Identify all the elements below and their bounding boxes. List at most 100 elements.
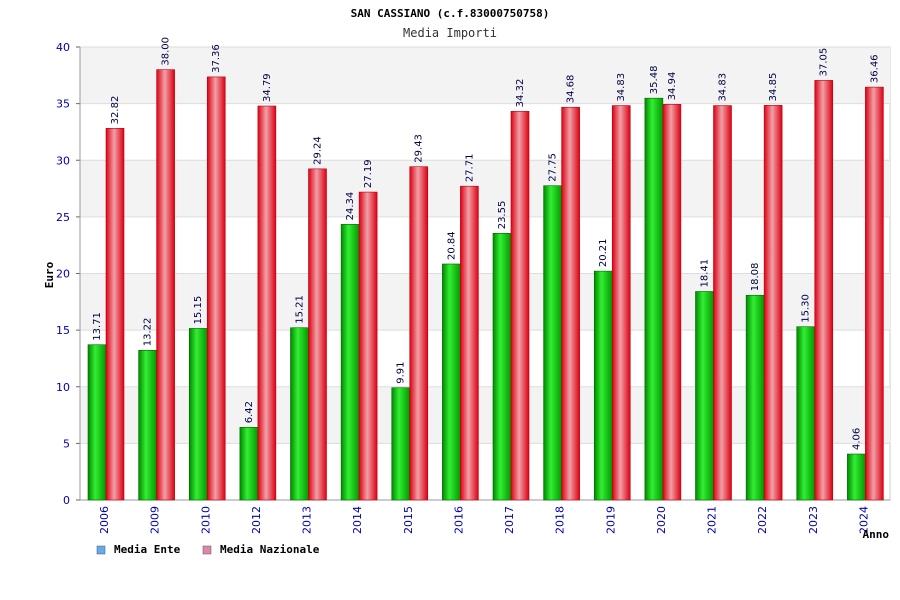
data-label: 34.32 xyxy=(515,79,526,108)
bar-media-nazionale-2021 xyxy=(713,105,732,501)
bar-media-ente-2018 xyxy=(543,185,562,501)
bar-media-nazionale-2013 xyxy=(308,168,327,501)
x-tick-label: 2017 xyxy=(503,506,516,534)
data-label: 37.36 xyxy=(211,44,222,73)
legend-swatch-media-ente xyxy=(96,545,106,555)
legend-label-media-nazionale: Media Nazionale xyxy=(220,543,320,556)
data-label: 35.48 xyxy=(649,66,660,95)
data-label: 34.85 xyxy=(768,73,779,102)
data-label: 20.84 xyxy=(446,231,457,260)
data-label: 20.21 xyxy=(598,238,609,267)
y-tick-label: 20 xyxy=(56,268,70,281)
bar-media-ente-2021 xyxy=(695,291,714,501)
bar-media-ente-2019 xyxy=(593,270,613,501)
data-label: 36.46 xyxy=(869,54,880,83)
y-tick-label: 40 xyxy=(56,41,70,54)
bar-media-ente-2010 xyxy=(188,328,208,501)
y-tick-label: 0 xyxy=(63,494,70,507)
data-label: 27.19 xyxy=(363,159,374,188)
bar-media-ente-2012 xyxy=(239,426,259,501)
bars xyxy=(87,69,884,501)
y-tick-label: 10 xyxy=(56,381,70,394)
x-tick-label: 2009 xyxy=(149,506,162,534)
legend-swatch-media-nazionale xyxy=(202,545,212,555)
x-tick-label: 2021 xyxy=(706,506,719,534)
bar-media-nazionale-2018 xyxy=(561,106,580,501)
x-tick-label: 2023 xyxy=(807,506,820,534)
data-label: 13.22 xyxy=(143,318,154,347)
bar-media-nazionale-2012 xyxy=(257,105,277,501)
data-label: 24.34 xyxy=(345,192,356,221)
data-label: 23.55 xyxy=(497,201,508,230)
y-tick-label: 25 xyxy=(56,211,70,224)
x-tick-label: 2019 xyxy=(604,506,617,534)
x-tick-label: 2012 xyxy=(250,506,263,534)
bar-media-nazionale-2019 xyxy=(611,105,631,501)
x-tick-label: 2020 xyxy=(655,506,668,534)
data-label: 32.82 xyxy=(110,96,121,125)
chart-title: SAN CASSIANO (c.f.83000750758) xyxy=(351,7,550,20)
chart-subtitle: Media Importi xyxy=(403,26,497,40)
x-tick-label: 2018 xyxy=(554,506,567,534)
y-tick-label: 30 xyxy=(56,154,70,167)
bar-media-nazionale-2009 xyxy=(156,69,175,501)
bar-media-nazionale-2010 xyxy=(206,76,226,501)
data-label: 15.15 xyxy=(193,296,204,325)
data-label: 9.91 xyxy=(396,362,407,384)
data-label: 18.41 xyxy=(700,259,711,288)
bar-media-nazionale-2016 xyxy=(460,185,479,501)
x-tick-label: 2014 xyxy=(351,506,364,534)
data-label: 15.21 xyxy=(295,295,306,324)
data-label: 27.71 xyxy=(464,154,475,183)
x-tick-label: 2010 xyxy=(199,506,212,534)
bar-media-nazionale-2023 xyxy=(814,80,834,501)
y-tick-label: 15 xyxy=(56,324,70,337)
bar-media-ente-2014 xyxy=(340,224,360,501)
x-tick-label: 2022 xyxy=(756,506,769,534)
bar-media-ente-2015 xyxy=(391,387,411,501)
bar-media-ente-2006 xyxy=(87,344,107,501)
bar-media-ente-2022 xyxy=(745,294,765,501)
x-tick-label: 2024 xyxy=(857,506,870,534)
bar-media-nazionale-2015 xyxy=(409,166,429,501)
data-label: 34.83 xyxy=(616,73,627,102)
bar-media-nazionale-2024 xyxy=(865,86,884,501)
data-label: 34.83 xyxy=(718,73,729,102)
data-labels: 13.71 32.82 13.22 38.00 15.15 37.36 6.42 34.79 1… xyxy=(92,37,880,450)
x-tick-label: 2006 xyxy=(98,506,111,534)
data-label: 13.71 xyxy=(92,312,103,341)
bar-media-ente-2020 xyxy=(644,97,664,501)
data-label: 29.24 xyxy=(313,136,324,165)
bar-media-ente-2024 xyxy=(847,453,866,501)
y-tick-label: 35 xyxy=(56,98,70,111)
data-label: 29.43 xyxy=(414,134,425,163)
data-label: 38.00 xyxy=(161,37,172,66)
bar-media-ente-2017 xyxy=(492,232,512,501)
bar-media-nazionale-2006 xyxy=(105,128,125,501)
y-tick-label: 5 xyxy=(63,437,70,450)
x-axis-ticks: 2006 2009 2010 2012 2013 2014 2015 2016 2017 2018… xyxy=(98,506,870,534)
x-tick-label: 2015 xyxy=(402,506,415,534)
x-tick-label: 2013 xyxy=(301,506,314,534)
bar-media-nazionale-2020 xyxy=(662,104,682,501)
data-label: 37.05 xyxy=(819,48,830,77)
data-label: 6.42 xyxy=(244,401,255,423)
bar-media-ente-2023 xyxy=(796,326,816,501)
legend-label-media-ente: Media Ente xyxy=(114,543,181,556)
data-label: 4.06 xyxy=(851,428,862,450)
bar-media-ente-2009 xyxy=(138,349,157,501)
data-label: 34.94 xyxy=(667,72,678,101)
bar-media-nazionale-2022 xyxy=(763,105,783,501)
legend: Media Ente Media Nazionale xyxy=(96,543,320,556)
bar-media-ente-2013 xyxy=(290,327,309,501)
x-axis-label: Anno xyxy=(863,528,890,541)
bar-media-nazionale-2017 xyxy=(510,111,530,501)
bar-media-nazionale-2014 xyxy=(358,191,378,501)
data-label: 18.08 xyxy=(750,263,761,292)
data-label: 27.75 xyxy=(548,153,559,182)
data-label: 34.79 xyxy=(262,73,273,102)
data-label: 34.68 xyxy=(566,75,577,104)
data-label: 15.30 xyxy=(801,294,812,323)
y-axis-label: Euro xyxy=(43,261,56,288)
